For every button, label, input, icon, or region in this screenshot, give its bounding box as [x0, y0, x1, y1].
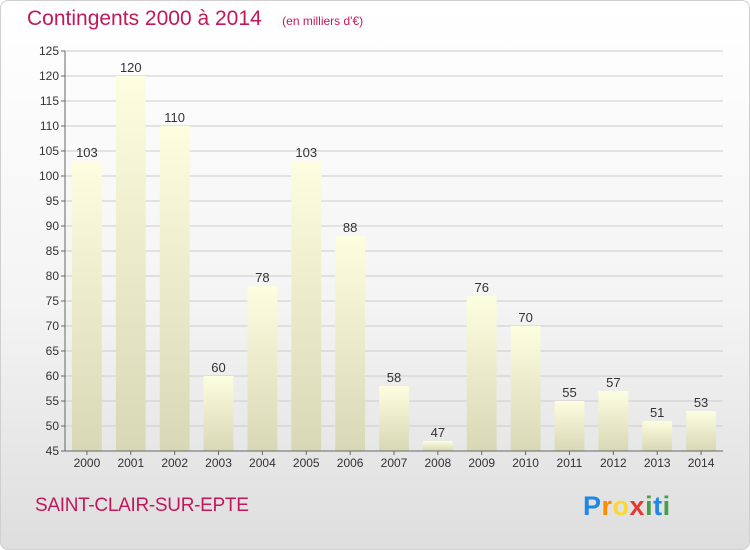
- bar-value-label: 60: [211, 360, 225, 375]
- y-tick-label: 105: [39, 144, 59, 158]
- bar: [686, 411, 716, 451]
- bar: [247, 286, 278, 451]
- x-tick-label: 2007: [381, 456, 408, 470]
- y-tick-label: 90: [46, 219, 60, 233]
- y-tick-label: 95: [46, 194, 60, 208]
- bar: [510, 326, 541, 451]
- bars: [72, 76, 716, 451]
- y-tick-label: 100: [39, 169, 59, 183]
- x-tick-label: 2012: [600, 456, 627, 470]
- y-tick-label: 60: [46, 369, 60, 383]
- y-tick-label: 50: [46, 419, 60, 433]
- bar: [642, 421, 673, 451]
- bar-value-label: 58: [387, 370, 401, 385]
- y-tick-label: 110: [40, 119, 59, 133]
- bar: [379, 386, 409, 451]
- y-tick-label: 115: [40, 94, 59, 108]
- bar-value-label: 103: [295, 145, 317, 160]
- chart-title: Contingents 2000 à 2014: [27, 7, 262, 30]
- bar-value-label: 70: [518, 310, 532, 325]
- bar-value-label: 53: [694, 395, 708, 410]
- logo-letter: o: [612, 491, 630, 521]
- chart-unit: (en milliers d'€): [282, 14, 364, 28]
- x-tick-label: 2001: [117, 456, 144, 470]
- logo-letter: t: [653, 491, 663, 521]
- logo-letter: r: [601, 491, 613, 521]
- bar-value-label: 120: [120, 60, 142, 75]
- commune-name: SAINT-CLAIR-SUR-EPTE: [35, 495, 249, 516]
- y-tick-label: 70: [46, 319, 60, 333]
- logo-letter: i: [645, 491, 654, 521]
- x-tick-label: 2006: [337, 456, 364, 470]
- x-tick-label: 2003: [205, 456, 232, 470]
- bar-value-label: 110: [164, 110, 185, 125]
- y-tick-label: 75: [46, 294, 60, 308]
- x-tick-label: 2004: [249, 456, 276, 470]
- bar-value-label: 51: [650, 405, 664, 420]
- x-tick-label: 2002: [161, 456, 188, 470]
- x-tick-label: 2011: [557, 456, 583, 470]
- bar-value-label: 55: [562, 385, 576, 400]
- bar: [554, 401, 585, 451]
- x-tick-label: 2000: [74, 456, 101, 470]
- labels: 103 2000 120 2001 110 2002 60 2003 78 2004 103 2005…: [74, 60, 715, 470]
- bar-value-label: 88: [343, 220, 357, 235]
- logo-letter: x: [629, 491, 646, 521]
- bar: [72, 161, 102, 451]
- bar: [466, 296, 497, 451]
- bar: [203, 376, 234, 451]
- y-tick-label: 80: [46, 269, 60, 283]
- x-tick-label: 2005: [293, 456, 320, 470]
- x-tick-label: 2008: [425, 456, 452, 470]
- axes: 45 50 55 60 65 70 75 80 85 90 95 100 105 110 115 120 125: [39, 44, 723, 458]
- bar: [159, 126, 190, 451]
- y-tick-label: 55: [46, 394, 60, 408]
- logo-letter: P: [583, 491, 602, 521]
- bar-value-label: 47: [431, 425, 445, 440]
- y-tick-label: 45: [46, 444, 60, 458]
- logo-letter: i: [662, 491, 671, 521]
- bar-value-label: 78: [255, 270, 269, 285]
- bar: [422, 441, 453, 451]
- bar: [598, 391, 629, 451]
- x-tick-label: 2010: [512, 456, 539, 470]
- y-tick-label: 65: [46, 344, 60, 358]
- x-tick-label: 2013: [644, 456, 671, 470]
- y-tick-label: 125: [39, 44, 59, 58]
- y-tick-label: 120: [39, 69, 59, 83]
- bar: [291, 161, 322, 451]
- x-tick-label: 2014: [688, 456, 715, 470]
- y-tick-label: 85: [46, 244, 60, 258]
- bar-value-label: 103: [76, 145, 98, 160]
- bar-value-label: 76: [474, 280, 488, 295]
- proxiti-logo: Proxiti: [583, 491, 671, 522]
- bar: [335, 236, 366, 451]
- bar: [115, 76, 146, 451]
- chart-title-block: Contingents 2000 à 2014 (en milliers d'€…: [27, 7, 363, 31]
- x-tick-label: 2009: [468, 456, 495, 470]
- bar-value-label: 57: [606, 375, 620, 390]
